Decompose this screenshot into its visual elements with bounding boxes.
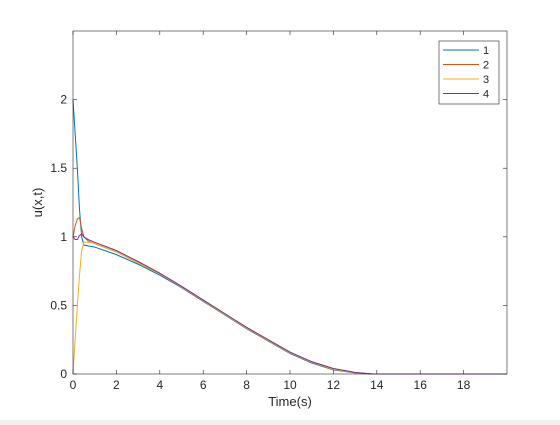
y-tick-label: 1.5 — [50, 161, 67, 175]
legend-label-1: 1 — [483, 45, 489, 57]
legend[interactable]: 1 2 3 4 — [438, 40, 500, 105]
x-axis-label: Time(s) — [268, 394, 312, 409]
x-tick-label: 16 — [414, 378, 428, 392]
y-tick-label: 0 — [60, 367, 67, 381]
legend-label-4: 4 — [483, 89, 489, 101]
x-tick-label: 0 — [70, 378, 77, 392]
series-layer — [72, 99, 507, 375]
x-tick-label: 6 — [200, 378, 207, 392]
x-tick-label: 10 — [283, 378, 297, 392]
y-tick-label: 1 — [60, 230, 67, 244]
y-tick-label: 2 — [60, 93, 67, 107]
plot-area — [73, 31, 507, 374]
x-tick-label: 18 — [457, 378, 471, 392]
legend-label-2: 2 — [483, 60, 489, 72]
x-tick-label: 8 — [243, 378, 250, 392]
y-axis-label: u(x,t) — [30, 188, 45, 218]
x-tick-label: 2 — [113, 378, 120, 392]
x-tick-label: 12 — [327, 378, 341, 392]
x-tick-label: 14 — [370, 378, 384, 392]
legend-label-3: 3 — [483, 74, 489, 86]
x-tick-label: 4 — [156, 378, 163, 392]
y-tick-label: 0.5 — [50, 298, 67, 312]
series-line-4 — [72, 233, 507, 375]
series-line-3 — [72, 241, 507, 375]
